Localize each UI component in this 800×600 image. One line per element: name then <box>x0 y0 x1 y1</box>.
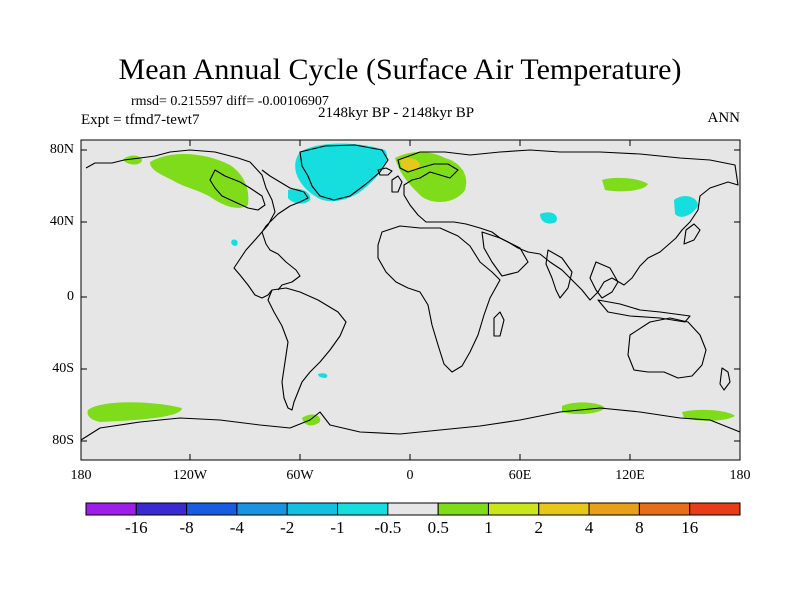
anomaly-patch-green-antarctic-west <box>87 402 182 422</box>
colorbar-swatch <box>286 502 339 516</box>
lon-label-120e: 120E <box>615 468 645 483</box>
colorbar-tick-label: -0.5 <box>374 518 402 537</box>
coastline-south-america <box>267 287 347 411</box>
colorbar-swatch <box>689 502 741 516</box>
map-background <box>81 140 740 460</box>
colorbar-swatch <box>588 502 640 516</box>
colorbar-swatch <box>437 502 489 516</box>
anomaly-patch-yellow-scandinavia <box>400 157 420 171</box>
anomaly-patch-cyan-atlantic <box>231 239 238 246</box>
coastline-greenland <box>299 144 389 201</box>
plot-title: Mean Annual Cycle (Surface Air Temperatu… <box>118 53 682 86</box>
anomaly-patch-green-alaska <box>123 155 142 165</box>
rmsd-diff-stats: rmsd= 0.215597 diff= -0.00106907 <box>131 94 329 109</box>
coastline-southeast-asia <box>589 261 619 299</box>
colorbar-tick-label: -2 <box>280 518 295 537</box>
season-label: ANN <box>707 110 741 126</box>
coastlines <box>80 144 741 441</box>
coastline-indonesia <box>597 299 691 323</box>
period-label: 2148kyr BP - 2148kyr BP <box>318 105 475 121</box>
anomaly-patch-cyan-kamchatka <box>674 196 698 217</box>
coastline-japan <box>683 223 701 245</box>
coastline-uk <box>391 175 403 193</box>
anomaly-patch-green-antarctic-weddell <box>302 414 321 426</box>
lat-label-0: 0 <box>67 289 74 304</box>
colorbar-tick-label: 1 <box>484 518 493 537</box>
experiment-label: Expt = tfmd7-tewt7 <box>81 112 200 128</box>
lat-label-40s: 40S <box>52 361 74 376</box>
colorbar-swatch <box>135 502 188 516</box>
colorbar-swatch <box>538 502 590 516</box>
colorbar <box>85 502 741 516</box>
lon-label-120w: 120W <box>172 468 208 483</box>
colorbar-swatch <box>337 502 389 516</box>
colorbar-tick-label: -16 <box>124 518 148 537</box>
lat-label-80n: 80N <box>49 142 74 157</box>
coastline-africa <box>377 225 501 373</box>
colorbar-swatch <box>186 502 238 516</box>
lon-label-180e: 180 <box>729 468 751 483</box>
colorbar-tick-label: 4 <box>584 518 594 537</box>
coastline-madagascar <box>493 311 505 337</box>
colorbar-tick-label: -8 <box>179 518 194 537</box>
anomaly-patch-green-antarctic-ross <box>682 409 735 421</box>
anomaly-patch-green-siberia <box>602 177 648 192</box>
lon-label-60e: 60E <box>508 468 532 483</box>
coastline-arabia <box>481 231 529 277</box>
anomaly-patch-green-north-america <box>150 154 249 208</box>
coastline-iceland <box>377 167 393 176</box>
coastline-antarctica <box>80 407 741 441</box>
colorbar-tick-label: 8 <box>635 518 644 537</box>
map-ticks <box>81 140 740 460</box>
anomaly-patch-cyan-southern-ocean <box>318 373 328 378</box>
lon-label-0: 0 <box>406 468 414 483</box>
colorbar-tick-label: -4 <box>229 518 244 537</box>
colorbar-swatch <box>85 502 137 516</box>
coastline-new-zealand <box>719 367 731 391</box>
lat-label-40n: 40N <box>49 214 74 229</box>
coastline-eurasia <box>397 149 739 301</box>
colorbar-tick-label: 2 <box>534 518 544 537</box>
anomaly-patch-cyan-greenland <box>295 143 388 202</box>
colorbar-swatch <box>487 502 540 516</box>
coastline-india <box>545 249 573 299</box>
colorbar-tick-label: 16 <box>681 518 699 537</box>
lon-label-60w: 60W <box>286 468 314 483</box>
lon-label-180w: 180 <box>70 468 92 483</box>
coastline-australia <box>627 317 707 379</box>
coastline-north-america <box>85 149 309 299</box>
anomaly-patch-cyan-middle-east <box>540 212 557 224</box>
coastline-hudson-bay <box>209 169 266 211</box>
lat-label-80s: 80S <box>52 433 74 448</box>
colorbar-tick-label: 0.5 <box>427 518 449 537</box>
anomaly-patches <box>87 143 735 426</box>
colorbar-swatch <box>387 502 439 516</box>
colorbar-swatch <box>638 502 691 516</box>
colorbar-tick-label: -1 <box>330 518 345 537</box>
colorbar-swatch <box>236 502 288 516</box>
